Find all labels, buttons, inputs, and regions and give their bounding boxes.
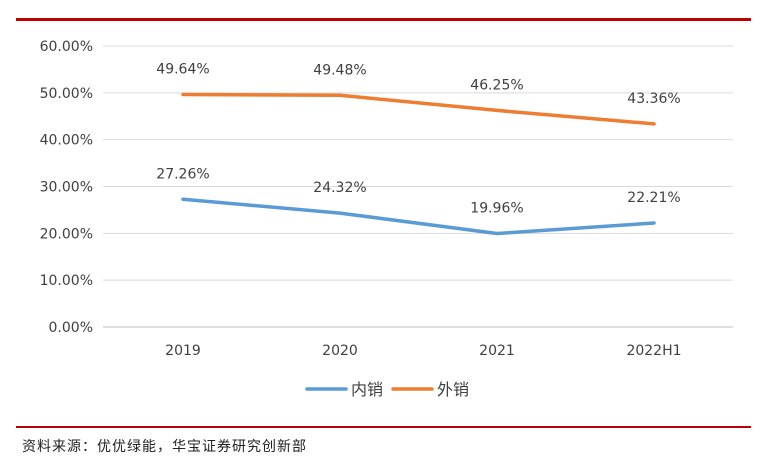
series-line [181,197,656,236]
data-label: 49.48% [313,62,366,78]
data-label: 27.26% [156,166,209,182]
data-label: 19.96% [470,201,523,217]
data-label: 43.36% [627,91,680,107]
y-tick-label: 0.00% [49,320,93,336]
y-tick-label: 10.00% [40,273,93,289]
data-label: 22.21% [627,190,680,206]
data-label: 24.32% [313,180,366,196]
source-note: 资料来源：优优绿能，华宝证券研究创新部 [22,439,307,455]
legend-label: 内销 [351,380,383,399]
y-tick-label: 40.00% [40,133,93,149]
x-tick-label: 2019 [165,343,201,359]
bottom-rule [16,426,751,428]
x-tick-label: 2021 [479,343,515,359]
y-tick-label: 50.00% [40,86,93,102]
y-tick-label: 30.00% [40,180,93,196]
data-label: 46.25% [470,77,523,93]
y-tick-label: 60.00% [40,39,93,55]
series-line [181,92,656,126]
data-label: 49.64% [156,62,209,78]
x-tick-label: 2022H1 [626,343,681,359]
line-chart: 0.00% 10.00% 20.00% 30.00% 40.00% 50.00% 60.00… [40,39,733,399]
legend-label: 外销 [437,380,469,399]
y-tick-label: 20.00% [40,226,93,242]
x-tick-label: 2020 [322,343,358,359]
top-rule [16,18,751,21]
